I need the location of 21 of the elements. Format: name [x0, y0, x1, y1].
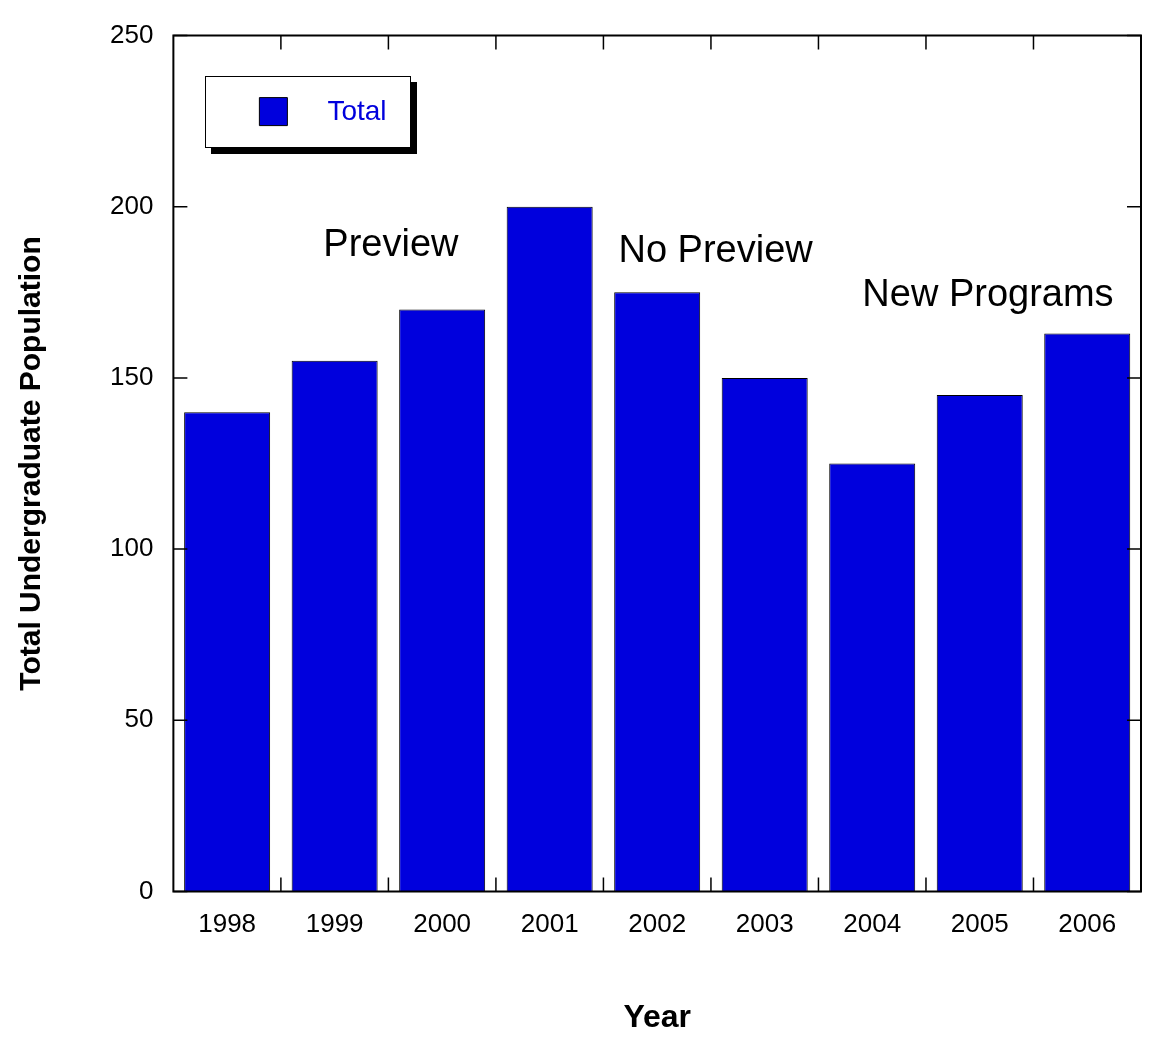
annotation: No Preview — [618, 227, 814, 270]
annotation: Preview — [323, 221, 460, 264]
x-tick-label: 2000 — [413, 908, 472, 939]
x-tick-label: 2002 — [628, 908, 687, 939]
x-axis-title: Year — [623, 997, 691, 1034]
y-tick-label: 250 — [109, 18, 154, 49]
annotation: New Programs — [862, 272, 1114, 315]
y-tick-label: 0 — [138, 874, 154, 905]
x-tick-label: 2006 — [1058, 908, 1117, 939]
x-tick-label: 2005 — [950, 908, 1009, 939]
y-tick-label: 100 — [109, 532, 154, 563]
x-tick-label: 2004 — [843, 908, 902, 939]
x-tick-label: 2003 — [735, 908, 794, 939]
y-tick-label: 150 — [109, 361, 154, 392]
y-tick-label: 200 — [109, 189, 154, 220]
x-tick-label: 1999 — [305, 908, 364, 939]
x-tick-label: 2001 — [520, 908, 579, 939]
x-tick-label: 1998 — [198, 908, 257, 939]
legend-label: Total — [327, 95, 387, 127]
y-axis-title: Total Undergraduate Population — [13, 236, 47, 691]
y-tick-label: 50 — [124, 703, 154, 734]
